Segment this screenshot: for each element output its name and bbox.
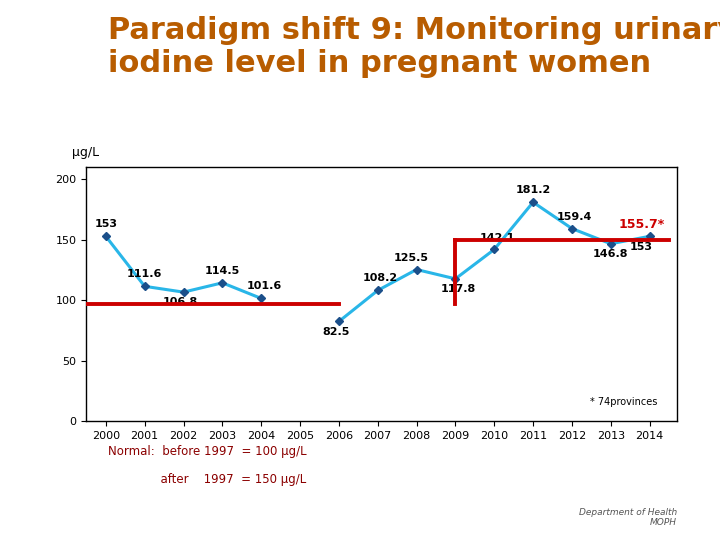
- Text: 106.8: 106.8: [163, 298, 198, 307]
- Text: 155.7*: 155.7*: [618, 218, 665, 231]
- Text: * 74provinces: * 74provinces: [590, 397, 657, 407]
- Text: 101.6: 101.6: [246, 281, 282, 292]
- Text: Paradigm shift 9: Monitoring urinary
iodine level in pregnant women: Paradigm shift 9: Monitoring urinary iod…: [108, 16, 720, 78]
- Text: 159.4: 159.4: [557, 212, 593, 221]
- Text: 146.8: 146.8: [593, 249, 629, 259]
- Text: 181.2: 181.2: [516, 185, 551, 195]
- Text: Department of Health
MOPH: Department of Health MOPH: [579, 508, 677, 527]
- Text: 82.5: 82.5: [323, 327, 350, 337]
- Text: after    1997  = 150 µg/L: after 1997 = 150 µg/L: [108, 472, 306, 485]
- Text: 114.5: 114.5: [204, 266, 240, 276]
- Text: 125.5: 125.5: [394, 253, 428, 262]
- Text: 142.1: 142.1: [480, 233, 515, 242]
- Text: 108.2: 108.2: [363, 273, 398, 284]
- Text: 117.8: 117.8: [441, 284, 476, 294]
- Text: Normal:  before 1997  = 100 µg/L: Normal: before 1997 = 100 µg/L: [108, 446, 307, 458]
- Text: 111.6: 111.6: [127, 269, 162, 279]
- Text: 153: 153: [94, 219, 117, 230]
- Text: 153: 153: [630, 241, 653, 252]
- Text: µg/L: µg/L: [72, 146, 99, 159]
